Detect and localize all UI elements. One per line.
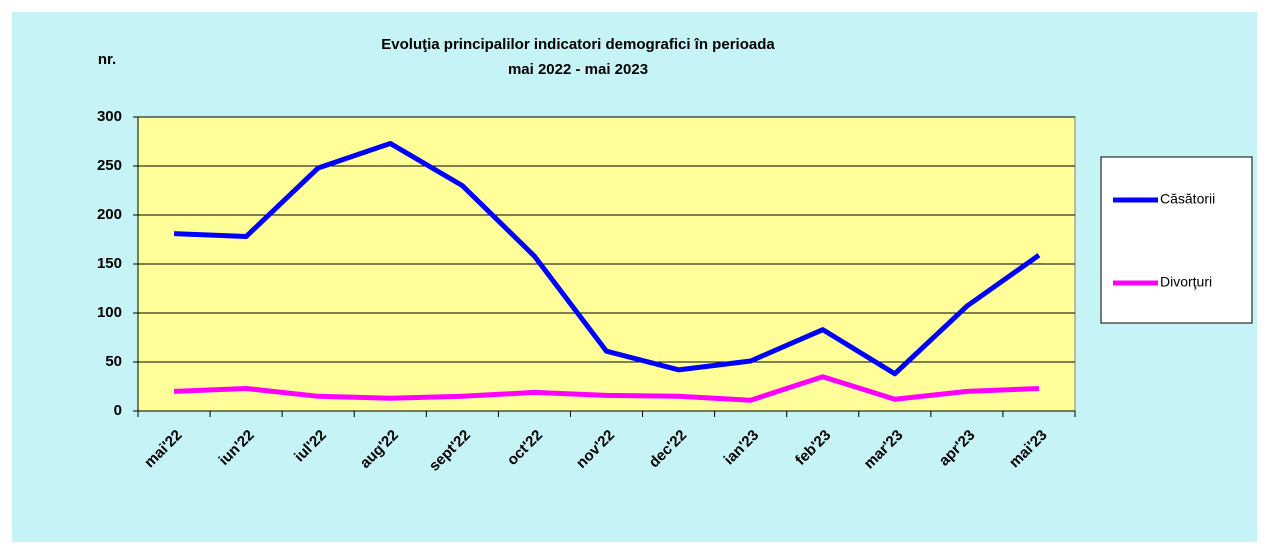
series-line xyxy=(173,140,1041,377)
y-tick-label: 300 xyxy=(97,108,122,125)
y-tick-label: 50 xyxy=(105,353,122,370)
y-tick-label: 100 xyxy=(97,304,122,321)
chart-subtitle: mai 2022 - mai 2023 xyxy=(508,61,648,78)
y-axis-label: nr. xyxy=(98,51,116,68)
y-tick-label: 200 xyxy=(97,206,122,223)
legend-label: Divorţuri xyxy=(1160,274,1212,290)
chart-title: Evoluţia principalilor indicatori demogr… xyxy=(381,36,775,53)
series-line xyxy=(173,374,1040,403)
y-tick-label: 0 xyxy=(114,402,122,419)
legend-label: Căsătorii xyxy=(1160,191,1215,207)
legend-box xyxy=(1100,156,1253,324)
y-tick-label: 250 xyxy=(97,157,122,174)
y-tick-label: 150 xyxy=(97,255,122,272)
